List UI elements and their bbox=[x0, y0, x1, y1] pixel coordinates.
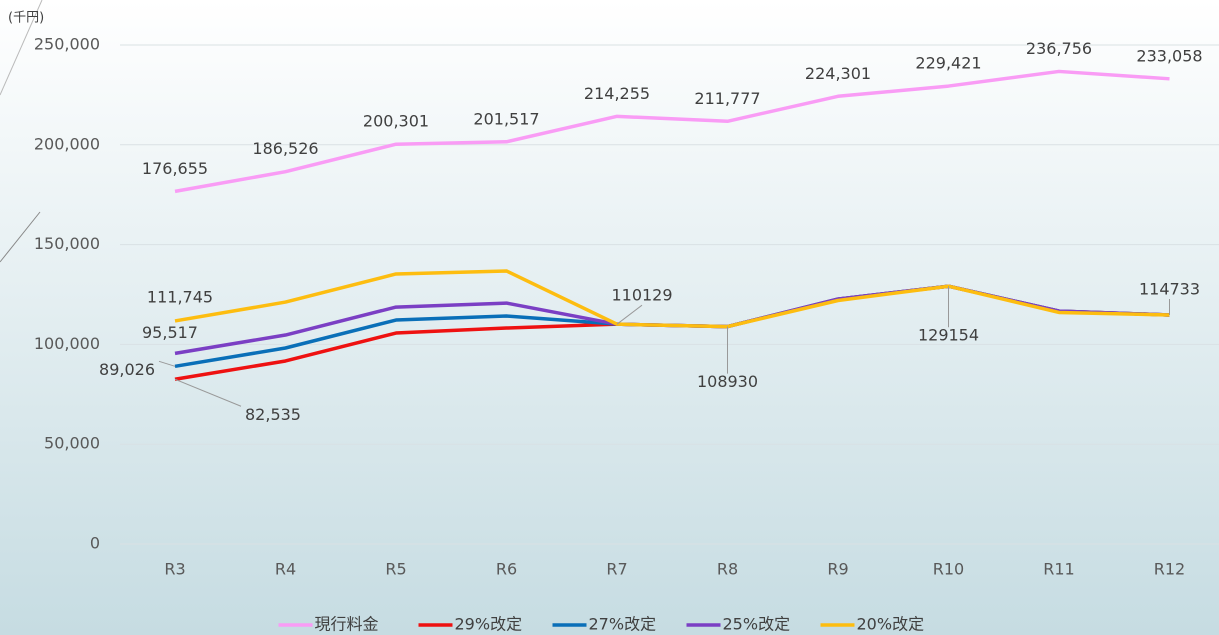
series-line bbox=[174, 69, 1170, 194]
y-tick-label: 0 bbox=[90, 534, 100, 553]
data-label: 114733 bbox=[1139, 279, 1200, 298]
data-label: 201,517 bbox=[473, 109, 539, 128]
data-label: 89,026 bbox=[99, 360, 155, 379]
data-label: 186,526 bbox=[252, 139, 318, 158]
x-tick-label: R10 bbox=[933, 560, 964, 579]
y-tick-label: 50,000 bbox=[44, 434, 100, 453]
x-tick-label: R4 bbox=[275, 560, 296, 579]
legend-label: 25%改定 bbox=[723, 615, 791, 634]
legend-label: 29%改定 bbox=[455, 615, 523, 634]
y-tick-label: 150,000 bbox=[34, 234, 100, 253]
data-label: 224,301 bbox=[805, 64, 871, 83]
x-tick-label: R7 bbox=[606, 560, 627, 579]
data-label: 200,301 bbox=[363, 112, 429, 131]
x-tick-label: R8 bbox=[717, 560, 738, 579]
data-label: 111,745 bbox=[147, 287, 213, 306]
decor-line bbox=[0, 0, 43, 96]
data-label: 214,255 bbox=[584, 84, 650, 103]
decor-line bbox=[0, 211, 41, 263]
legend-label: 20%改定 bbox=[857, 615, 925, 634]
leader-line bbox=[616, 304, 643, 325]
legend-label: 27%改定 bbox=[589, 615, 657, 634]
data-label: 129154 bbox=[918, 326, 979, 345]
legend-label: 現行料金 bbox=[315, 615, 379, 634]
leader-line bbox=[158, 360, 176, 367]
x-tick-label: R5 bbox=[385, 560, 406, 579]
data-label: 176,655 bbox=[142, 159, 208, 178]
data-label: 236,756 bbox=[1026, 39, 1092, 58]
x-tick-label: R3 bbox=[164, 560, 185, 579]
y-tick-label: 200,000 bbox=[34, 134, 100, 153]
data-label: 229,421 bbox=[915, 54, 981, 73]
x-tick-label: R9 bbox=[827, 560, 848, 579]
x-tick-label: R11 bbox=[1043, 560, 1074, 579]
x-tick-label: R6 bbox=[496, 560, 517, 579]
x-tick-label: R12 bbox=[1154, 560, 1185, 579]
y-tick-label: 100,000 bbox=[34, 334, 100, 353]
leader-line bbox=[174, 378, 242, 407]
y-tick-label: 250,000 bbox=[34, 35, 100, 54]
y-axis-label: (千円) bbox=[8, 11, 44, 26]
data-label: 211,777 bbox=[694, 89, 760, 108]
data-label: 95,517 bbox=[142, 323, 198, 342]
data-label: 108930 bbox=[697, 372, 758, 391]
data-label: 82,535 bbox=[245, 405, 301, 424]
data-label: 110129 bbox=[611, 286, 672, 305]
series-line bbox=[174, 269, 1170, 329]
data-label: 233,058 bbox=[1136, 46, 1202, 65]
